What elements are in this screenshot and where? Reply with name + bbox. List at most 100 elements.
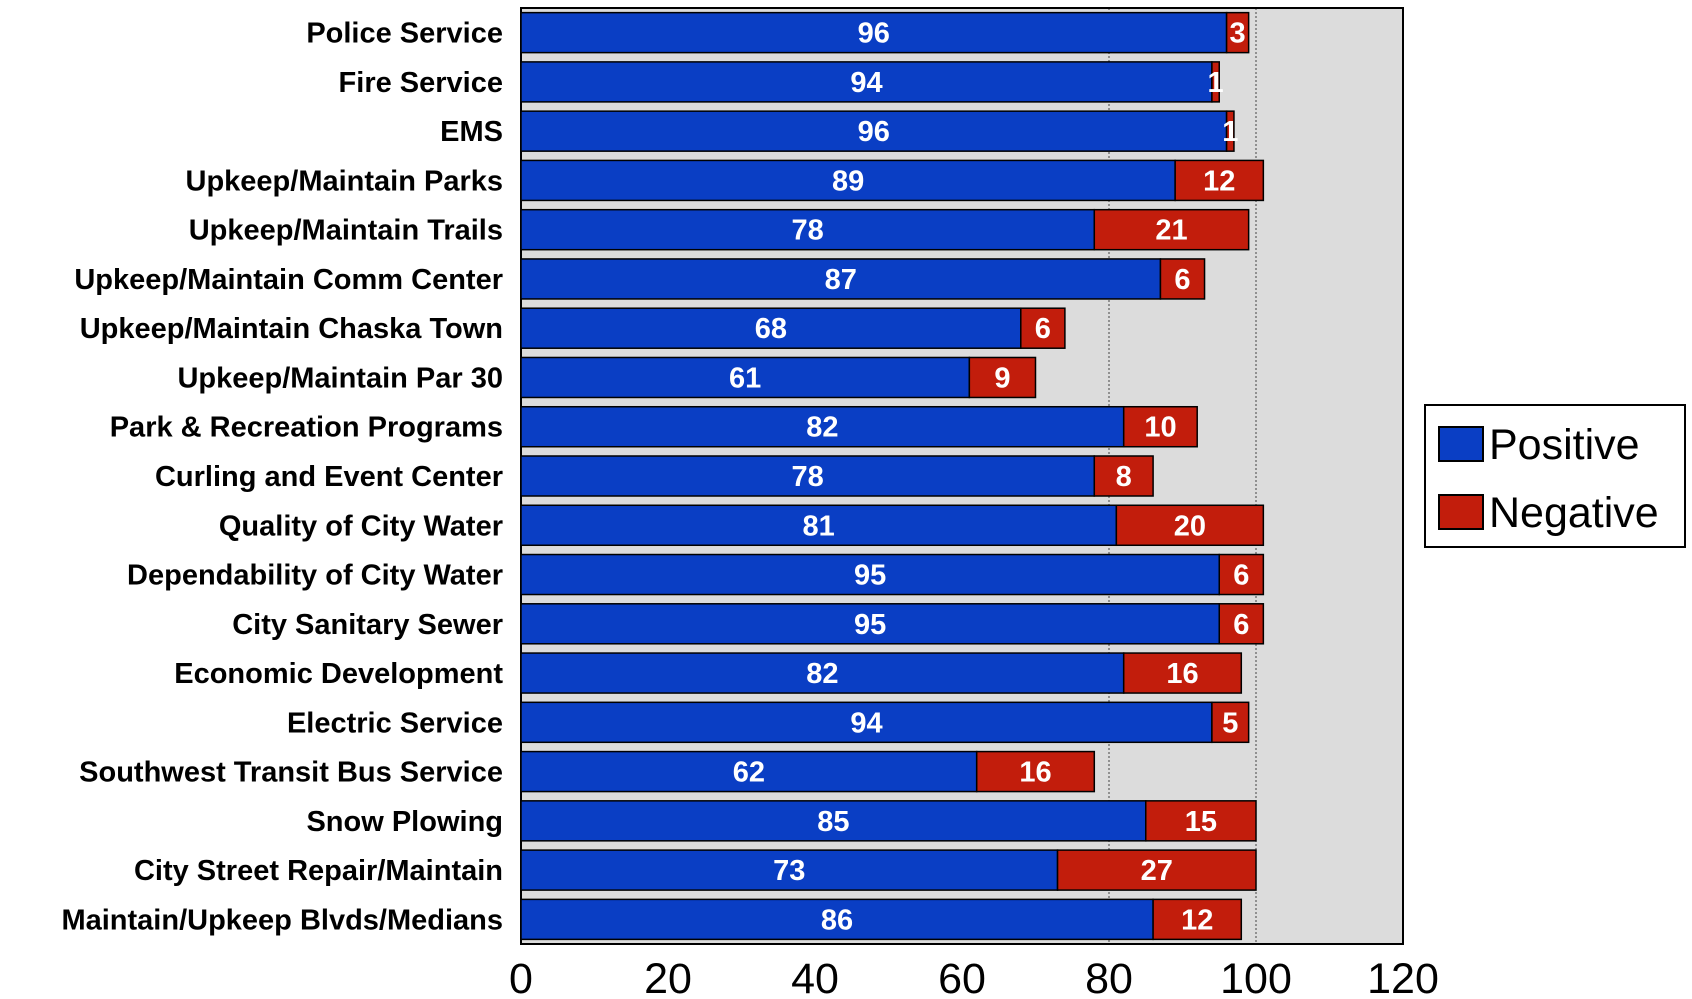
data-label-positive-0: 96 <box>858 18 890 50</box>
data-label-negative-2: 1 <box>1222 116 1238 148</box>
bar-negative-17 <box>1056 849 1257 891</box>
category-label: EMS <box>440 116 503 148</box>
bar-positive-1 <box>520 61 1213 103</box>
x-tick-label: 120 <box>1367 955 1439 999</box>
category-label: Upkeep/Maintain Chaska Town <box>80 313 503 345</box>
x-tick-label: 20 <box>644 955 692 999</box>
legend-label-negative: Negative <box>1489 489 1659 537</box>
category-label: Police Service <box>306 18 503 50</box>
data-label-negative-11: 6 <box>1233 560 1249 592</box>
data-label-negative-18: 12 <box>1181 904 1213 936</box>
bar-positive-11 <box>520 553 1220 596</box>
x-tick-label: 0 <box>509 955 533 999</box>
legend-swatch-negative <box>1438 494 1484 530</box>
x-tick-label: 60 <box>938 955 986 999</box>
bar-negative-12 <box>1218 603 1265 645</box>
category-label: Fire Service <box>339 67 503 99</box>
bar-positive-0 <box>520 11 1228 54</box>
bar-negative-11 <box>1218 553 1265 596</box>
bar-negative-3 <box>1174 159 1265 202</box>
category-label: Snow Plowing <box>306 806 503 838</box>
bar-positive-10 <box>520 504 1118 547</box>
x-tick-label: 100 <box>1220 955 1292 999</box>
bar-negative-8 <box>1122 405 1198 448</box>
category-label: City Sanitary Sewer <box>232 609 503 641</box>
data-label-negative-5: 6 <box>1174 264 1190 296</box>
bar-negative-1 <box>1211 61 1221 103</box>
category-label: Upkeep/Maintain Parks <box>186 165 504 197</box>
data-label-negative-14: 5 <box>1222 707 1238 739</box>
bar-positive-13 <box>520 652 1125 694</box>
bar-negative-0 <box>1225 11 1250 54</box>
data-label-negative-15: 16 <box>1019 757 1051 789</box>
data-label-positive-13: 82 <box>806 658 838 690</box>
bar-positive-3 <box>520 159 1176 202</box>
data-label-positive-14: 94 <box>850 707 882 739</box>
data-label-negative-7: 9 <box>994 362 1010 394</box>
category-label: Upkeep/Maintain Par 30 <box>177 362 503 394</box>
bars <box>520 11 1265 941</box>
bar-negative-5 <box>1159 258 1206 300</box>
category-label: Upkeep/Maintain Trails <box>189 215 503 247</box>
data-label-positive-5: 87 <box>825 264 857 296</box>
bar-negative-13 <box>1122 652 1243 694</box>
category-label: Southwest Transit Bus Service <box>79 757 503 789</box>
data-label-positive-9: 78 <box>792 461 824 493</box>
bar-positive-15 <box>520 750 978 793</box>
data-label-negative-1: 1 <box>1208 67 1224 99</box>
data-label-positive-4: 78 <box>792 215 824 247</box>
category-label: Quality of City Water <box>219 510 503 542</box>
x-tick-label: 40 <box>791 955 839 999</box>
bar-negative-6 <box>1020 307 1066 349</box>
data-label-positive-10: 81 <box>803 510 835 542</box>
data-label-negative-10: 20 <box>1174 510 1206 542</box>
data-label-positive-7: 61 <box>729 362 761 394</box>
data-label-positive-2: 96 <box>858 116 890 148</box>
bar-positive-17 <box>520 849 1059 891</box>
bar-positive-12 <box>520 603 1220 645</box>
legend-swatch-positive <box>1438 426 1484 462</box>
data-label-positive-17: 73 <box>773 855 805 887</box>
category-label: Upkeep/Maintain Comm Center <box>74 264 503 296</box>
bar-negative-4 <box>1093 208 1250 251</box>
data-label-positive-8: 82 <box>806 412 838 444</box>
bar-positive-7 <box>520 356 971 399</box>
legend-label-positive: Positive <box>1489 421 1640 469</box>
category-label: Electric Service <box>287 707 503 739</box>
bar-negative-7 <box>968 356 1037 399</box>
data-label-positive-1: 94 <box>850 67 882 99</box>
data-label-negative-16: 15 <box>1185 806 1217 838</box>
category-label: City Street Repair/Maintain <box>134 855 503 887</box>
data-label-positive-11: 95 <box>854 560 886 592</box>
data-label-negative-8: 10 <box>1144 412 1176 444</box>
data-label-negative-13: 16 <box>1166 658 1198 690</box>
category-label: Maintain/Upkeep Blvds/Medians <box>61 904 503 936</box>
bar-negative-10 <box>1115 504 1265 547</box>
data-label-negative-9: 8 <box>1116 461 1132 493</box>
bar-negative-16 <box>1145 800 1257 842</box>
bar-positive-16 <box>520 800 1147 842</box>
data-label-negative-0: 3 <box>1230 18 1246 50</box>
bar-positive-18 <box>520 898 1154 941</box>
data-label-negative-4: 21 <box>1155 215 1187 247</box>
bar-negative-9 <box>1093 455 1154 497</box>
data-label-positive-15: 62 <box>733 757 765 789</box>
data-label-positive-6: 68 <box>755 313 787 345</box>
data-label-positive-3: 89 <box>832 165 864 197</box>
bar-positive-5 <box>520 258 1162 300</box>
data-label-positive-18: 86 <box>821 904 853 936</box>
bar-negative-18 <box>1152 898 1243 941</box>
legend: Positive Negative <box>1424 404 1686 548</box>
category-label: Park & Recreation Programs <box>110 412 503 444</box>
bar-positive-9 <box>520 455 1096 497</box>
data-label-negative-17: 27 <box>1141 855 1173 887</box>
data-label-negative-12: 6 <box>1233 609 1249 641</box>
category-label: Economic Development <box>174 658 503 690</box>
category-label: Curling and Event Center <box>155 461 503 493</box>
bar-negative-2 <box>1225 110 1235 152</box>
category-label: Dependability of City Water <box>127 560 503 592</box>
bar-positive-6 <box>520 307 1022 349</box>
bar-negative-15 <box>975 750 1096 793</box>
x-tick-label: 80 <box>1085 955 1133 999</box>
